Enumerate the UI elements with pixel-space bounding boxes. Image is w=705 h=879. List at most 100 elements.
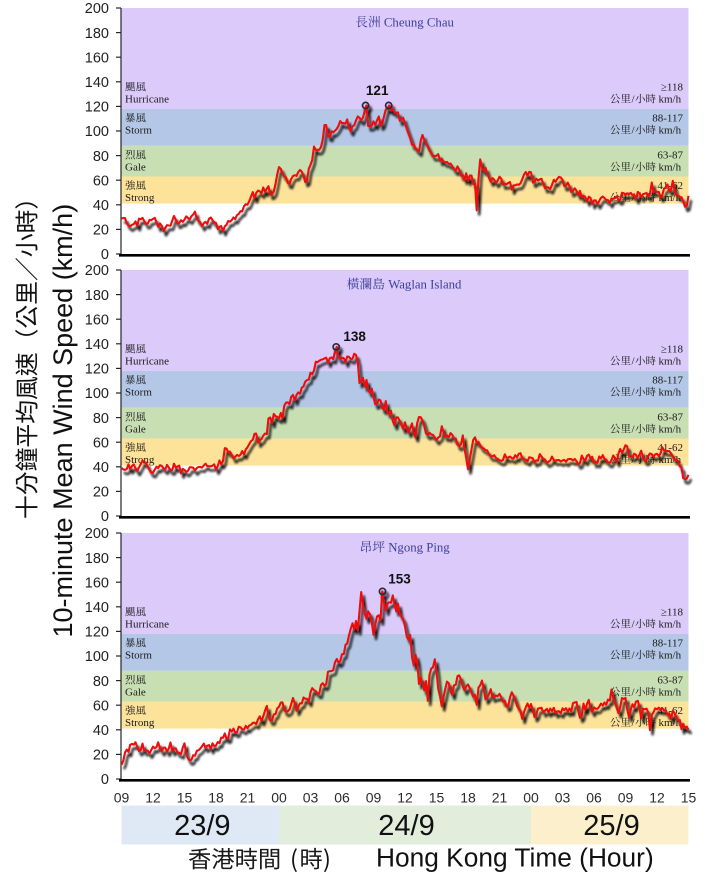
- svg-text:120: 120: [85, 100, 109, 116]
- svg-text:/: /: [632, 125, 636, 137]
- svg-text:120: 120: [85, 362, 109, 378]
- svg-text:Waglan Island: Waglan Island: [388, 278, 462, 292]
- svg-text:km/h: km/h: [659, 424, 682, 436]
- svg-text:Ngong Ping: Ngong Ping: [388, 541, 450, 555]
- svg-text:/: /: [632, 454, 636, 466]
- svg-text:200: 200: [85, 526, 109, 542]
- svg-text:/: /: [632, 387, 636, 399]
- svg-text:/: /: [632, 650, 636, 662]
- svg-text:40: 40: [93, 198, 109, 214]
- svg-text:/: /: [632, 717, 636, 729]
- svg-text:120: 120: [85, 625, 109, 641]
- svg-text:km/h: km/h: [659, 454, 682, 466]
- svg-text:Gale: Gale: [125, 687, 146, 699]
- svg-text:/: /: [632, 162, 636, 174]
- svg-text:Hurricane: Hurricane: [125, 356, 169, 368]
- svg-text:24/9: 24/9: [378, 810, 434, 842]
- svg-text:≥118: ≥118: [661, 82, 684, 94]
- svg-text:180: 180: [85, 551, 109, 567]
- svg-text:06: 06: [586, 790, 602, 806]
- svg-text:80: 80: [93, 411, 109, 427]
- svg-text:/: /: [632, 619, 636, 631]
- svg-text:60: 60: [93, 698, 109, 714]
- svg-text:41-62: 41-62: [657, 705, 683, 717]
- svg-text:/: /: [632, 424, 636, 436]
- svg-text:21: 21: [240, 790, 256, 806]
- svg-text:140: 140: [85, 337, 109, 353]
- svg-text:Cheung Chau: Cheung Chau: [384, 16, 455, 30]
- svg-text:06: 06: [334, 790, 350, 806]
- svg-text:160: 160: [85, 312, 109, 328]
- svg-text:09: 09: [114, 790, 130, 806]
- svg-text:0: 0: [101, 509, 109, 525]
- svg-text:12: 12: [649, 790, 665, 806]
- svg-text:Strong: Strong: [125, 454, 155, 466]
- svg-text:180: 180: [85, 26, 109, 42]
- svg-text:25/9: 25/9: [583, 810, 639, 842]
- svg-text:15: 15: [429, 790, 445, 806]
- svg-text:/: /: [632, 192, 636, 204]
- svg-text:09: 09: [366, 790, 382, 806]
- svg-text:80: 80: [93, 674, 109, 690]
- svg-text:140: 140: [85, 75, 109, 91]
- svg-text:09: 09: [618, 790, 634, 806]
- svg-text:140: 140: [85, 600, 109, 616]
- svg-text:63-87: 63-87: [657, 675, 683, 687]
- svg-text:00: 00: [523, 790, 539, 806]
- svg-text:km/h: km/h: [659, 717, 682, 729]
- svg-text:/: /: [632, 94, 636, 106]
- svg-text:Strong: Strong: [125, 717, 155, 729]
- svg-text:121: 121: [366, 83, 389, 98]
- svg-text:23/9: 23/9: [174, 810, 230, 842]
- svg-text:20: 20: [93, 485, 109, 501]
- svg-text:/: /: [632, 687, 636, 699]
- svg-text:km/h: km/h: [659, 619, 682, 631]
- svg-text:10-minute Mean Wind Speed (km/: 10-minute Mean Wind Speed (km/h): [48, 204, 78, 638]
- svg-text:≥118: ≥118: [661, 607, 684, 619]
- svg-text:18: 18: [208, 790, 224, 806]
- svg-text:0: 0: [101, 772, 109, 788]
- svg-text:100: 100: [85, 649, 109, 665]
- svg-text:00: 00: [271, 790, 287, 806]
- svg-text:63-87: 63-87: [657, 150, 683, 162]
- svg-text:18: 18: [460, 790, 476, 806]
- svg-text:km/h: km/h: [659, 650, 682, 662]
- svg-text:15: 15: [681, 790, 697, 806]
- svg-text:Hong Kong Time (Hour): Hong Kong Time (Hour): [376, 843, 654, 873]
- svg-text:20: 20: [93, 223, 109, 239]
- svg-text:40: 40: [93, 460, 109, 476]
- svg-text:180: 180: [85, 288, 109, 304]
- svg-text:km/h: km/h: [659, 125, 682, 137]
- svg-text:160: 160: [85, 50, 109, 66]
- svg-text:60: 60: [93, 173, 109, 189]
- svg-text:03: 03: [555, 790, 571, 806]
- svg-text:20: 20: [93, 748, 109, 764]
- svg-text:160: 160: [85, 575, 109, 591]
- svg-text:km/h: km/h: [659, 387, 682, 399]
- svg-text:60: 60: [93, 435, 109, 451]
- svg-text:100: 100: [85, 124, 109, 140]
- svg-text:80: 80: [93, 149, 109, 165]
- svg-text:Storm: Storm: [125, 125, 152, 137]
- svg-text:Storm: Storm: [125, 650, 152, 662]
- svg-text:Hurricane: Hurricane: [125, 94, 169, 106]
- svg-text:100: 100: [85, 386, 109, 402]
- svg-text:Strong: Strong: [125, 192, 155, 204]
- svg-text:km/h: km/h: [659, 356, 682, 368]
- svg-text:153: 153: [388, 572, 411, 587]
- svg-text:km/h: km/h: [659, 687, 682, 699]
- svg-text:12: 12: [397, 790, 413, 806]
- svg-text:Gale: Gale: [125, 424, 146, 436]
- svg-text:km/h: km/h: [659, 162, 682, 174]
- svg-text:40: 40: [93, 723, 109, 739]
- svg-text:88-117: 88-117: [652, 375, 683, 387]
- svg-text:138: 138: [343, 329, 366, 344]
- svg-text:03: 03: [303, 790, 319, 806]
- svg-text:/: /: [632, 356, 636, 368]
- svg-text:Storm: Storm: [125, 387, 152, 399]
- svg-text:≥118: ≥118: [661, 344, 684, 356]
- svg-text:km/h: km/h: [659, 94, 682, 106]
- svg-text:63-87: 63-87: [657, 412, 683, 424]
- svg-text:0: 0: [101, 247, 109, 263]
- svg-text:21: 21: [492, 790, 508, 806]
